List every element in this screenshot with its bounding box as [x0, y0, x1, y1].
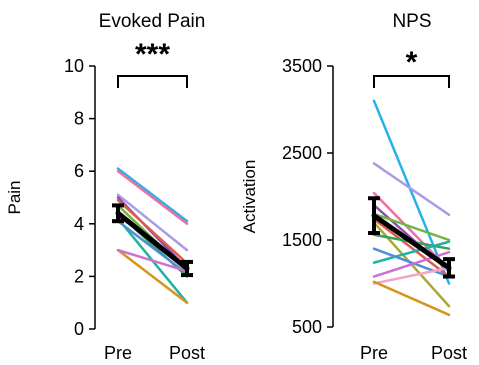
nps-subject-line — [372, 99, 451, 285]
nps-y-tick-label: 2500 — [282, 143, 322, 163]
nps-x-category-post: Post — [431, 343, 467, 363]
nps-y-tick-label: 3500 — [282, 56, 322, 76]
evoked-pain-y-axis-label: Pain — [5, 180, 24, 214]
evoked-pain-significance-bracket — [117, 75, 188, 88]
nps-significance-bracket — [373, 75, 450, 88]
evoked-pain-panel: Evoked Pain 0 2 4 6 8 10 Pain Pre Post *** — [5, 11, 205, 363]
evoked-pain-mean-line — [115, 210, 190, 272]
nps-subject-line — [372, 162, 451, 217]
nps-mean-line — [371, 213, 452, 271]
evoked-pain-y-tick-label: 4 — [74, 214, 84, 234]
nps-subject-line — [372, 266, 451, 285]
nps-subject-line — [372, 240, 451, 264]
nps-subject-line — [372, 212, 451, 242]
nps-y-axis-label: Activation — [240, 160, 259, 234]
evoked-pain-y-tick-label: 6 — [74, 161, 84, 181]
evoked-pain-y-tick-label: 8 — [74, 109, 84, 129]
evoked-pain-subject-line — [116, 219, 189, 276]
nps-subject-line — [372, 217, 451, 278]
evoked-pain-y-tick-label: 2 — [74, 266, 84, 286]
evoked-pain-x-category-pre: Pre — [104, 343, 132, 363]
evoked-pain-x-category-post: Post — [169, 343, 205, 363]
nps-y-tick-label: 500 — [292, 317, 322, 337]
evoked-pain-subject-line — [116, 169, 189, 226]
nps-x-category-pre: Pre — [360, 343, 388, 363]
evoked-pain-subject-line — [116, 193, 189, 252]
nps-subject-line — [372, 280, 451, 317]
nps-significance-stars: * — [406, 46, 418, 79]
nps-subject-line — [372, 247, 451, 278]
nps-panel: NPS 500 1500 2500 3500 Activation Pre Post * — [240, 11, 467, 363]
evoked-pain-subject-line — [116, 248, 189, 304]
evoked-pain-subject-line — [116, 198, 189, 265]
nps-y-tick-label: 1500 — [282, 230, 322, 250]
evoked-pain-y-tick-label: 10 — [64, 56, 84, 76]
evoked-pain-subject-line — [116, 167, 189, 223]
nps-title: NPS — [392, 11, 431, 32]
evoked-pain-subject-line — [116, 248, 189, 273]
evoked-pain-title: Evoked Pain — [99, 11, 206, 32]
evoked-pain-y-tick-label: 0 — [74, 319, 84, 339]
evoked-pain-significance-stars: *** — [135, 38, 170, 71]
